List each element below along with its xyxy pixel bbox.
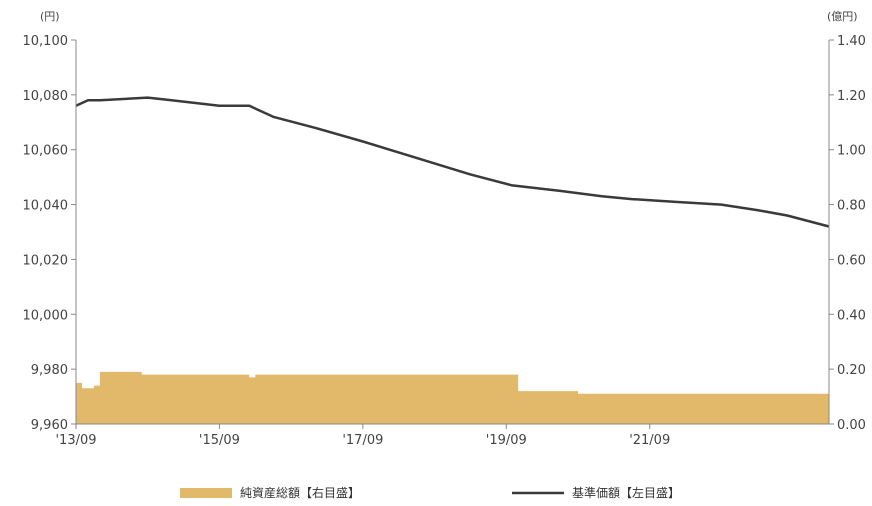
left-axis-ticks: 10,100 10,080 10,060 10,040 10,020 10,000 9,98…: [23, 34, 76, 433]
right-tick-label: 0.40: [837, 308, 866, 323]
x-tick-label: '17/09: [342, 433, 383, 448]
left-tick-label: 10,020: [23, 253, 69, 268]
left-tick-label: 9,980: [31, 363, 68, 378]
right-tick-label: 1.20: [837, 89, 866, 104]
right-tick-label: 1.00: [837, 144, 866, 159]
left-tick-label: 10,000: [23, 308, 69, 323]
right-tick-label: 0.60: [837, 253, 866, 268]
legend-swatch-net-assets: [180, 488, 232, 498]
right-tick-label: 0.00: [837, 418, 866, 433]
legend: 純資産総額【右目盛】 基準価額【左目盛】: [180, 485, 680, 500]
x-axis-ticks: '13/09 '15/09 '17/09 '19/09 '21/09: [55, 424, 670, 448]
left-tick-label: 9,960: [31, 418, 68, 433]
left-tick-label: 10,040: [23, 199, 69, 214]
left-tick-label: 10,100: [23, 34, 69, 49]
x-tick-label: '21/09: [629, 433, 670, 448]
legend-label-net-assets: 純資産総額【右目盛】: [240, 485, 360, 500]
right-axis-unit: (億円): [827, 10, 858, 23]
left-tick-label: 10,060: [23, 144, 69, 159]
nav-line: [75, 96, 830, 228]
legend-label-nav: 基準価額【左目盛】: [572, 485, 680, 500]
left-axis-unit: (円): [40, 10, 60, 23]
net-assets-area-layer: [76, 371, 829, 424]
right-tick-label: 1.40: [837, 34, 866, 49]
right-tick-label: 0.80: [837, 199, 866, 214]
right-axis-ticks: 1.40 1.20 1.00 0.80 0.60 0.40 0.20 0.00: [829, 34, 866, 433]
nav-line-layer: [75, 96, 830, 228]
x-tick-label: '13/09: [55, 433, 96, 448]
left-tick-label: 10,080: [23, 89, 69, 104]
net-assets-area: [76, 371, 829, 424]
x-tick-label: '19/09: [486, 433, 527, 448]
x-tick-label: '15/09: [199, 433, 240, 448]
right-tick-label: 0.20: [837, 363, 866, 378]
